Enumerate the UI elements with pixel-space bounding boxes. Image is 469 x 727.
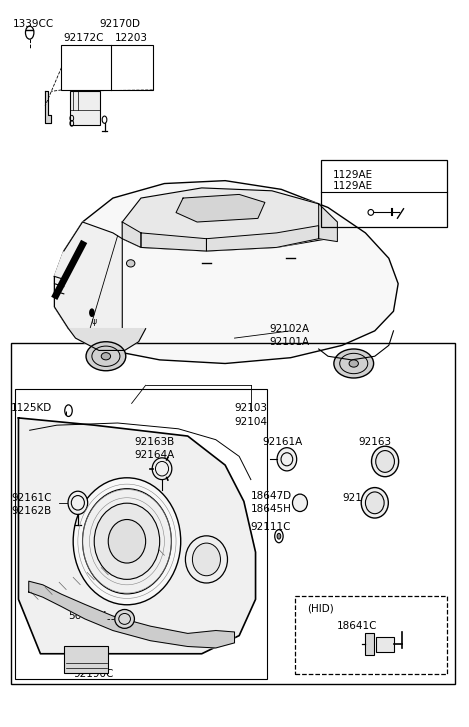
Polygon shape	[206, 225, 318, 251]
Polygon shape	[318, 204, 337, 241]
Text: (HID): (HID)	[307, 603, 334, 614]
Text: ψ: ψ	[92, 317, 97, 326]
Ellipse shape	[115, 609, 135, 628]
Ellipse shape	[277, 448, 297, 471]
Text: 1339CC: 1339CC	[12, 19, 53, 29]
Text: 92170D: 92170D	[99, 19, 140, 29]
Polygon shape	[45, 92, 51, 123]
Text: 92161A: 92161A	[263, 437, 303, 447]
Bar	[64, 646, 108, 673]
Ellipse shape	[94, 503, 159, 579]
Text: 18645H: 18645H	[251, 504, 292, 513]
Ellipse shape	[127, 260, 135, 267]
Text: 92161C: 92161C	[11, 493, 52, 503]
Polygon shape	[122, 222, 141, 247]
Circle shape	[277, 534, 281, 539]
Bar	[15, 389, 267, 679]
Polygon shape	[54, 180, 398, 364]
Text: 92140E: 92140E	[342, 493, 382, 503]
Ellipse shape	[185, 536, 227, 583]
Bar	[11, 343, 455, 684]
Text: 92162B: 92162B	[11, 506, 51, 515]
Ellipse shape	[365, 492, 384, 514]
Text: 56415A: 56415A	[68, 611, 109, 621]
Text: 92101A: 92101A	[270, 337, 310, 347]
Text: 92163B: 92163B	[134, 437, 174, 447]
Polygon shape	[141, 233, 206, 251]
Ellipse shape	[101, 353, 111, 360]
Text: 92164A: 92164A	[134, 450, 174, 460]
Text: 18641C: 18641C	[336, 621, 377, 631]
Bar	[365, 633, 374, 655]
Polygon shape	[54, 222, 122, 349]
Ellipse shape	[86, 342, 126, 371]
Ellipse shape	[293, 494, 308, 512]
Ellipse shape	[376, 451, 394, 473]
Polygon shape	[29, 581, 234, 648]
Text: 18647D: 18647D	[251, 491, 292, 501]
Text: 12203: 12203	[115, 33, 148, 44]
Polygon shape	[18, 418, 256, 654]
Text: 1129AE: 1129AE	[333, 170, 373, 180]
Ellipse shape	[73, 478, 181, 605]
Bar	[321, 161, 447, 227]
Polygon shape	[68, 329, 146, 350]
Ellipse shape	[83, 489, 171, 594]
Bar	[61, 45, 153, 90]
Bar	[295, 595, 447, 674]
Ellipse shape	[68, 491, 88, 515]
Text: 92172C: 92172C	[64, 33, 104, 44]
Ellipse shape	[361, 488, 388, 518]
Polygon shape	[176, 194, 265, 222]
Text: 1125KD: 1125KD	[11, 403, 52, 414]
Circle shape	[89, 308, 95, 317]
Ellipse shape	[371, 446, 399, 477]
Text: 92111C: 92111C	[251, 522, 291, 531]
Ellipse shape	[334, 349, 374, 378]
Polygon shape	[122, 188, 337, 251]
Ellipse shape	[192, 543, 220, 576]
Bar	[376, 637, 394, 651]
Ellipse shape	[349, 360, 358, 367]
Text: 92190C: 92190C	[73, 669, 113, 679]
Bar	[70, 91, 100, 126]
Text: 92103: 92103	[234, 403, 267, 414]
Text: 92102A: 92102A	[270, 324, 310, 334]
Text: 1129AE: 1129AE	[333, 181, 373, 190]
Text: 92104: 92104	[234, 417, 267, 427]
Text: 92163: 92163	[358, 437, 392, 447]
Ellipse shape	[108, 520, 146, 563]
